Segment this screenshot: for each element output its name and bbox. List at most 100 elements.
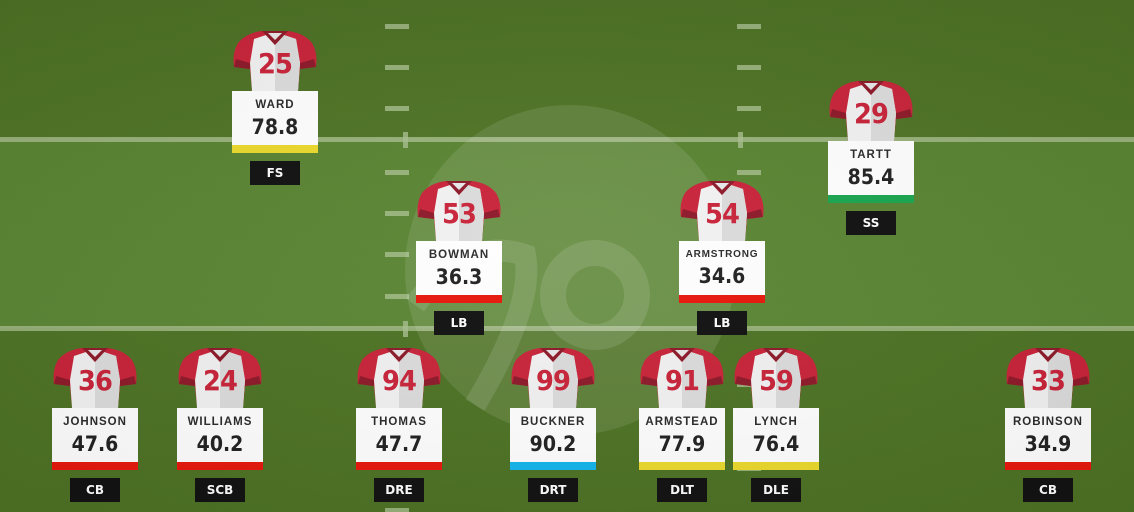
player-card[interactable]: 53 BOWMAN 36.3 <box>416 179 502 303</box>
jersey-icon: 53 <box>416 179 502 241</box>
grade-color-bar <box>232 145 318 153</box>
player-card[interactable]: 29 TARTT 85.4 <box>828 79 914 203</box>
yard-line <box>0 137 1134 142</box>
grade-card: WILLIAMS 40.2 <box>177 408 263 470</box>
grade-color-bar <box>679 295 765 303</box>
hash-mark <box>385 508 409 512</box>
jersey-icon: 99 <box>510 346 596 408</box>
player-grade: 85.4 <box>847 165 895 189</box>
grade-color-bar <box>733 462 819 470</box>
hash-cross <box>403 321 408 337</box>
hash-mark <box>385 211 409 216</box>
jersey-number: 53 <box>441 197 477 230</box>
player-grade: 90.2 <box>529 432 577 456</box>
player-card[interactable]: 36 JOHNSON 47.6 <box>52 346 138 470</box>
jersey-icon: 33 <box>1005 346 1091 408</box>
player-grade: 34.6 <box>698 264 746 288</box>
jersey-icon: 54 <box>679 179 765 241</box>
grade-card: BOWMAN 36.3 <box>416 241 502 303</box>
hash-mark <box>385 65 409 70</box>
player-name: TARTT <box>850 149 892 161</box>
player-name: ARMSTEAD <box>645 416 719 428</box>
jersey-number: 99 <box>535 364 571 397</box>
jersey-number: 54 <box>704 197 740 230</box>
player-name: JOHNSON <box>63 416 127 428</box>
hash-mark <box>385 24 409 29</box>
hash-cross <box>403 132 408 148</box>
hash-mark <box>385 294 409 299</box>
grade-card: LYNCH 76.4 <box>733 408 819 470</box>
player-name: WARD <box>255 99 295 111</box>
grade-card: WARD 78.8 <box>232 91 318 153</box>
jersey-number: 94 <box>381 364 417 397</box>
jersey-icon: 91 <box>639 346 725 408</box>
grade-color-bar <box>510 462 596 470</box>
position-badge: DRT <box>528 478 578 502</box>
hash-mark <box>737 106 761 111</box>
player-grade: 36.3 <box>435 265 483 289</box>
hash-mark <box>385 106 409 111</box>
jersey-icon: 29 <box>828 79 914 141</box>
player-name: BUCKNER <box>520 416 586 428</box>
jersey-icon: 94 <box>356 346 442 408</box>
player-card[interactable]: 24 WILLIAMS 40.2 <box>177 346 263 470</box>
hash-mark <box>385 170 409 175</box>
grade-color-bar <box>639 462 725 470</box>
player-card[interactable]: 25 WARD 78.8 <box>232 29 318 153</box>
jersey-number: 36 <box>77 364 113 397</box>
grade-color-bar <box>416 295 502 303</box>
grade-card: JOHNSON 47.6 <box>52 408 138 470</box>
jersey-number: 29 <box>853 97 889 130</box>
player-card[interactable]: 33 ROBINSON 34.9 <box>1005 346 1091 470</box>
player-card[interactable]: 54 ARMSTRONG 34.6 <box>679 179 765 303</box>
grade-card: THOMAS 47.7 <box>356 408 442 470</box>
player-grade: 78.8 <box>251 115 299 139</box>
position-badge: FS <box>250 161 300 185</box>
player-grade: 34.9 <box>1024 432 1072 456</box>
player-grade: 47.7 <box>375 432 423 456</box>
player-name: WILLIAMS <box>187 416 253 428</box>
grade-card: BUCKNER 90.2 <box>510 408 596 470</box>
position-badge: LB <box>697 311 747 335</box>
player-grade: 47.6 <box>71 432 119 456</box>
position-badge: CB <box>70 478 120 502</box>
hash-mark <box>385 252 409 257</box>
grade-card: ARMSTRONG 34.6 <box>679 241 765 303</box>
jersey-number: 25 <box>257 47 293 80</box>
hash-mark <box>737 24 761 29</box>
position-badge: SS <box>846 211 896 235</box>
hash-mark <box>737 170 761 175</box>
grade-color-bar <box>1005 462 1091 470</box>
player-name: THOMAS <box>371 416 427 428</box>
player-name: ROBINSON <box>1013 416 1083 428</box>
player-card[interactable]: 91 ARMSTEAD 77.9 <box>639 346 725 470</box>
hash-cross <box>738 132 743 148</box>
grade-card: TARTT 85.4 <box>828 141 914 203</box>
player-grade: 77.9 <box>658 432 706 456</box>
hash-mark <box>737 65 761 70</box>
grade-card: ARMSTEAD 77.9 <box>639 408 725 470</box>
jersey-icon: 25 <box>232 29 318 91</box>
jersey-number: 33 <box>1030 364 1066 397</box>
player-name: LYNCH <box>754 416 798 428</box>
jersey-number: 91 <box>664 364 700 397</box>
grade-card: ROBINSON 34.9 <box>1005 408 1091 470</box>
player-card[interactable]: 94 THOMAS 47.7 <box>356 346 442 470</box>
player-grade: 76.4 <box>752 432 800 456</box>
player-name: BOWMAN <box>428 249 490 261</box>
position-badge: CB <box>1023 478 1073 502</box>
player-grade: 40.2 <box>196 432 244 456</box>
position-badge: DLE <box>751 478 801 502</box>
grade-color-bar <box>177 462 263 470</box>
jersey-number: 24 <box>202 364 238 397</box>
yard-line <box>0 326 1134 331</box>
jersey-icon: 36 <box>52 346 138 408</box>
player-card[interactable]: 99 BUCKNER 90.2 <box>510 346 596 470</box>
player-card[interactable]: 59 LYNCH 76.4 <box>733 346 819 470</box>
position-badge: DRE <box>374 478 424 502</box>
jersey-number: 59 <box>758 364 794 397</box>
grade-color-bar <box>356 462 442 470</box>
position-badge: DLT <box>657 478 707 502</box>
position-badge: LB <box>434 311 484 335</box>
